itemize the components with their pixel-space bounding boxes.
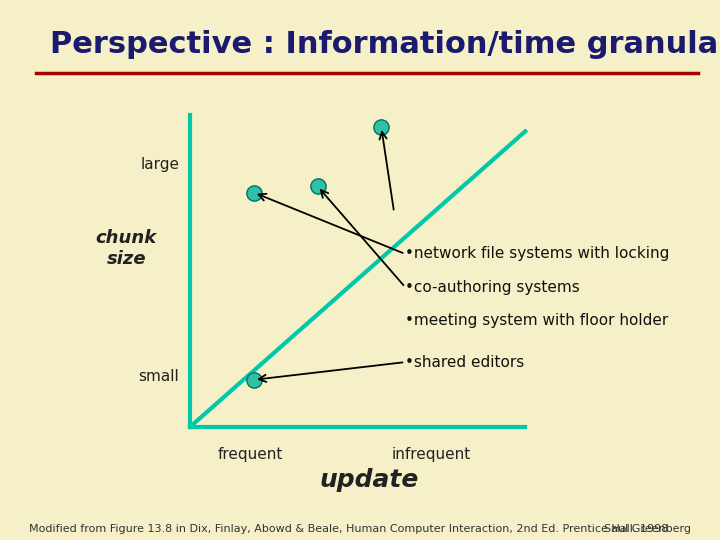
- Text: •meeting system with floor holder: •meeting system with floor holder: [405, 313, 668, 328]
- Text: •network file systems with locking: •network file systems with locking: [405, 246, 670, 261]
- Text: infrequent: infrequent: [392, 447, 471, 462]
- Text: update: update: [319, 468, 419, 492]
- Text: Perspective : Information/time granularity: Perspective : Information/time granulari…: [50, 30, 720, 59]
- Text: •shared editors: •shared editors: [405, 355, 524, 369]
- Text: chunk
size: chunk size: [96, 230, 157, 268]
- Text: frequent: frequent: [218, 447, 284, 462]
- Text: small: small: [138, 369, 179, 384]
- Text: •co-authoring systems: •co-authoring systems: [405, 280, 580, 295]
- Text: Modified from Figure 13.8 in Dix, Finlay, Abowd & Beale, Human Computer Interact: Modified from Figure 13.8 in Dix, Finlay…: [29, 523, 668, 534]
- Text: large: large: [140, 157, 179, 172]
- Text: Saul Greenberg: Saul Greenberg: [604, 523, 691, 534]
